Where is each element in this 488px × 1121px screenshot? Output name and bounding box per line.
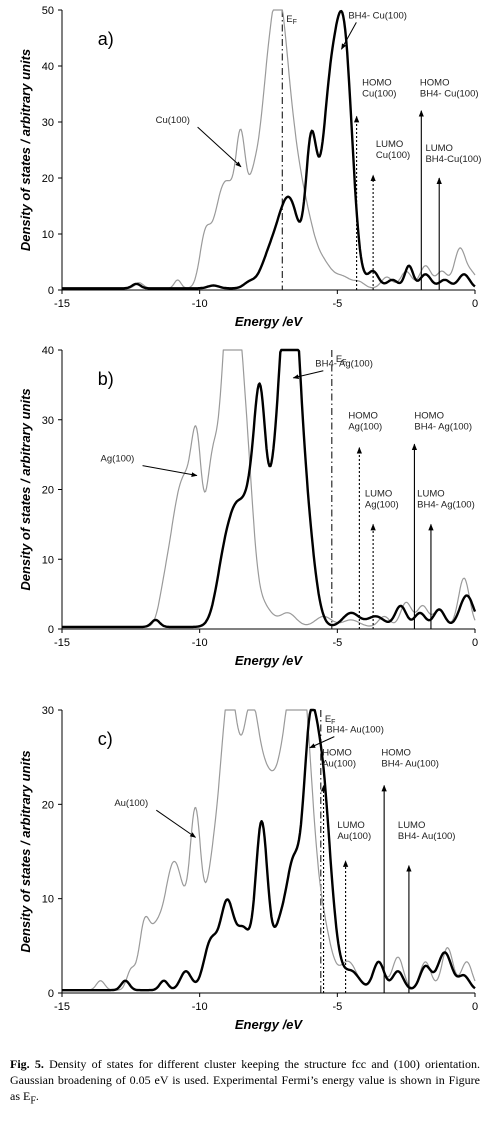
- dos-figure: 0 10 20 30 40 50 -15 -10 -5 0 Energy /eV Density of…: [18, 5, 481, 1032]
- caption-text: Density of states for different cluster …: [10, 1057, 481, 1103]
- caption-label: Fig. 5.: [10, 1057, 44, 1071]
- fermi-label: EF: [286, 14, 297, 26]
- orbital-label: HOMO BH4- Cu(100): [420, 78, 479, 100]
- fermi-label: EF: [336, 354, 347, 366]
- series-label-arrow: [292, 370, 324, 379]
- series-label: Cu(100): [156, 115, 190, 126]
- panel-a: 0 10 20 30 40 50 -15 -10 -5 0 Energy /eV Density of…: [18, 5, 481, 329]
- orbital-label: LUMO BH4- Ag(100): [417, 488, 475, 510]
- orbital-label: LUMO BH4- Au(100): [398, 820, 456, 842]
- series-line-1: [61, 9, 476, 290]
- orbital-label: LUMO Ag(100): [365, 488, 399, 510]
- series-line-0: [62, 709, 476, 991]
- y-tick-label: 50: [42, 5, 54, 17]
- panel-c: 0 10 20 30 -15 -10 -5 0 Energy /eV Density of sta…: [18, 705, 478, 1032]
- y-tick-label: 10: [42, 894, 54, 906]
- series-label: Ag(100): [101, 454, 135, 465]
- y-tick-label: 10: [42, 554, 54, 566]
- x-tick-label: -10: [192, 1001, 208, 1013]
- series-label-arrow: [309, 736, 335, 749]
- x-axis-title: Energy /eV: [235, 1017, 304, 1032]
- series-line-0: [62, 349, 476, 628]
- orbital-label: HOMO BH4- Au(100): [381, 747, 439, 769]
- orbital-label: HOMO Cu(100): [362, 78, 396, 100]
- series-label-arrow: [142, 465, 198, 477]
- figure-caption: Fig. 5. Density of states for different …: [10, 1056, 480, 1109]
- x-tick-label: -5: [332, 637, 342, 649]
- panel-b: 0 10 20 30 40 -15 -10 -5 0 Energy /eV Density of s…: [18, 345, 478, 668]
- y-axis-title: Density of states / arbitrary units: [18, 388, 33, 590]
- x-tick-label: -5: [332, 1001, 342, 1013]
- series-label: BH4- Ag(100): [315, 359, 373, 370]
- orbital-label: LUMO Au(100): [337, 820, 371, 842]
- series-label: BH4- Au(100): [326, 725, 384, 736]
- y-tick-label: 40: [42, 61, 54, 73]
- y-tick-label: 20: [42, 485, 54, 497]
- panel-letter: a): [98, 29, 114, 49]
- fermi-label: EF: [325, 714, 336, 726]
- series-line-1: [61, 348, 477, 629]
- orbital-label: LUMO Cu(100): [376, 139, 410, 161]
- x-tick-label: 0: [472, 1001, 478, 1013]
- x-tick-label: -10: [192, 637, 208, 649]
- y-tick-label: 0: [48, 988, 54, 1000]
- series-label-arrow: [156, 809, 197, 838]
- x-tick-label: -15: [54, 637, 70, 649]
- x-tick-label: 0: [472, 298, 478, 310]
- caption-end: .: [35, 1089, 39, 1103]
- x-tick-label: -15: [54, 1001, 70, 1013]
- orbital-label: LUMO BH4-Cu(100): [425, 143, 481, 165]
- series-label-arrow: [197, 126, 242, 168]
- y-tick-label: 20: [42, 799, 54, 811]
- series-line-1: [61, 708, 476, 992]
- y-tick-label: 10: [42, 229, 54, 241]
- series-label: BH4- Cu(100): [348, 10, 407, 21]
- series-label-arrow: [341, 22, 357, 50]
- panel-letter: b): [98, 369, 114, 389]
- x-tick-label: -10: [192, 298, 208, 310]
- x-tick-label: 0: [472, 637, 478, 649]
- y-tick-label: 0: [48, 285, 54, 297]
- y-axis-title: Density of states / arbitrary units: [18, 49, 33, 251]
- orbital-label: HOMO BH4- Ag(100): [414, 410, 472, 432]
- caption-subscript: F: [30, 1095, 36, 1107]
- x-axis-title: Energy /eV: [235, 653, 304, 668]
- orbital-label: HOMO Ag(100): [348, 410, 382, 432]
- panel-letter: c): [98, 729, 113, 749]
- x-tick-label: -5: [332, 298, 342, 310]
- y-tick-label: 0: [48, 624, 54, 636]
- x-tick-label: -15: [54, 298, 70, 310]
- series-label: Au(100): [114, 798, 148, 809]
- y-axis-title: Density of states / arbitrary units: [18, 750, 33, 952]
- y-tick-label: 40: [42, 345, 54, 357]
- y-tick-label: 20: [42, 173, 54, 185]
- y-tick-label: 30: [42, 117, 54, 129]
- orbital-label: HOMO Au(100): [322, 747, 356, 769]
- y-tick-label: 30: [42, 705, 54, 717]
- y-tick-label: 30: [42, 415, 54, 427]
- x-axis-title: Energy /eV: [235, 314, 304, 329]
